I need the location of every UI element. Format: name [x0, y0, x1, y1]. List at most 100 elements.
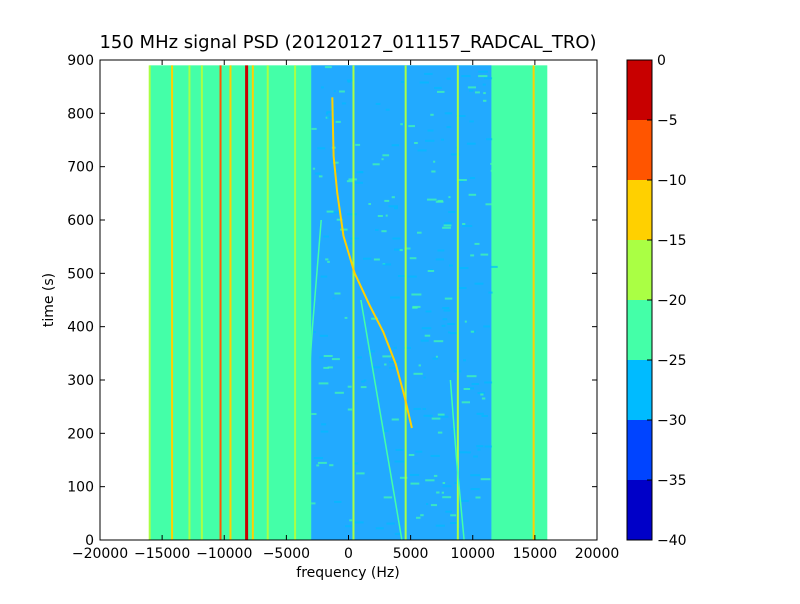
heatmap-speckle [435, 524, 445, 527]
heatmap-speckle [329, 464, 334, 467]
heatmap-speckle [474, 282, 484, 285]
heatmap-speckle [463, 359, 466, 362]
heatmap-speckle [326, 112, 329, 115]
heatmap-speckle [401, 80, 404, 83]
heatmap-speckle [484, 381, 493, 384]
heatmap-speckle [476, 445, 484, 448]
heatmap-speckle [356, 472, 365, 475]
heatmap-speckle [470, 488, 480, 491]
heatmap-speckle [323, 355, 333, 357]
y-tick-label: 0 [85, 533, 94, 549]
heatmap-speckle [467, 86, 476, 89]
heatmap-speckle [357, 356, 362, 359]
heatmap-speckle [417, 149, 427, 152]
heatmap-speckle [311, 127, 317, 130]
heatmap-speckle [442, 318, 448, 321]
heatmap-speckle [424, 72, 433, 75]
heatmap-speckle [390, 296, 400, 299]
heatmap-speckle [314, 172, 321, 175]
heatmap-speckle [407, 275, 417, 278]
x-tick-label: 5000 [393, 546, 429, 562]
heatmap-speckle [388, 205, 398, 208]
heatmap-speckle [382, 355, 392, 358]
heatmap-speckle [442, 226, 451, 229]
heatmap-speckle [394, 207, 398, 210]
heatmap-speckle [433, 340, 444, 343]
heatmap-speckle [347, 80, 351, 83]
heatmap-speckle [478, 70, 488, 73]
heatmap-speckle [484, 77, 493, 80]
heatmap-speckle [490, 162, 498, 165]
heatmap-speckle [348, 242, 352, 245]
heatmap-speckle [318, 175, 323, 178]
heatmap-speckle [430, 454, 440, 457]
heatmap-speckle [332, 297, 335, 300]
colorbar-tick-label: −5 [657, 113, 678, 129]
heatmap-speckle [443, 224, 452, 227]
heatmap-speckle [323, 366, 329, 369]
heatmap-speckle [422, 407, 426, 410]
colorbar-swatch [627, 300, 652, 360]
heatmap-speckle [391, 418, 399, 421]
heatmap-speckle [355, 143, 361, 146]
heatmap-speckle [474, 242, 480, 245]
heatmap-speckle [414, 142, 418, 144]
heatmap-speckle [386, 522, 395, 525]
heatmap-speckle [320, 430, 329, 433]
heatmap-speckle [443, 309, 451, 312]
heatmap-speckle [319, 356, 324, 359]
heatmap-speckle [325, 258, 329, 261]
heatmap-speckle [400, 123, 403, 126]
heatmap-speckle [317, 461, 327, 464]
heatmap-speckle [437, 249, 445, 252]
heatmap-speckle [444, 112, 453, 115]
heatmap-speckle [437, 199, 443, 202]
heatmap-speckle [329, 211, 339, 214]
heatmap-speckle [427, 270, 435, 272]
heatmap-speckle [313, 457, 324, 459]
heatmap-speckle [361, 380, 365, 383]
heatmap-speckle [416, 516, 421, 519]
heatmap-speckle [485, 203, 496, 206]
heatmap-quiet-band [311, 65, 492, 540]
x-tick-label: 20000 [575, 546, 620, 562]
heatmap-speckle [417, 231, 422, 234]
heatmap-speckle [318, 382, 329, 385]
heatmap-speckle [410, 482, 420, 485]
heatmap-speckle [481, 397, 486, 400]
heatmap-speckle [425, 479, 435, 482]
y-tick-label: 800 [67, 106, 94, 122]
chart-title: 150 MHz signal PSD (20120127_011157_RADC… [99, 32, 596, 53]
heatmap-speckle [354, 521, 364, 524]
x-tick-label: −20000 [72, 546, 128, 562]
heatmap-speckle [395, 448, 404, 451]
heatmap-speckle [385, 108, 390, 111]
heatmap-speckle [454, 481, 458, 484]
heatmap-speckle [413, 407, 421, 410]
heatmap-speckle [397, 275, 407, 277]
y-tick-label: 700 [67, 160, 94, 176]
heatmap-speckle [393, 346, 397, 349]
heatmap-speckle [442, 482, 446, 484]
heatmap-speckle [384, 363, 387, 366]
heatmap-speckle [347, 385, 352, 388]
heatmap-speckle [327, 366, 333, 369]
heatmap-speckle [425, 139, 435, 142]
heatmap-speckle [383, 430, 389, 433]
heatmap-speckle [490, 169, 498, 172]
heatmap-speckle [448, 211, 456, 214]
heatmap-speckle [442, 496, 452, 499]
heatmap-speckle [450, 522, 458, 524]
heatmap-speckle [321, 423, 327, 426]
y-tick-label: 900 [67, 53, 94, 69]
heatmap-speckle [462, 225, 473, 227]
heatmap-speckle [431, 170, 436, 173]
heatmap-speckle [488, 291, 493, 294]
heatmap-speckle [449, 264, 453, 267]
heatmap-speckle [352, 462, 359, 465]
heatmap-speckle [437, 431, 443, 434]
heatmap-speckle [381, 158, 384, 161]
heatmap-speckle [346, 79, 353, 82]
heatmap-speckle [403, 346, 411, 349]
heatmap-speckle [324, 66, 332, 69]
